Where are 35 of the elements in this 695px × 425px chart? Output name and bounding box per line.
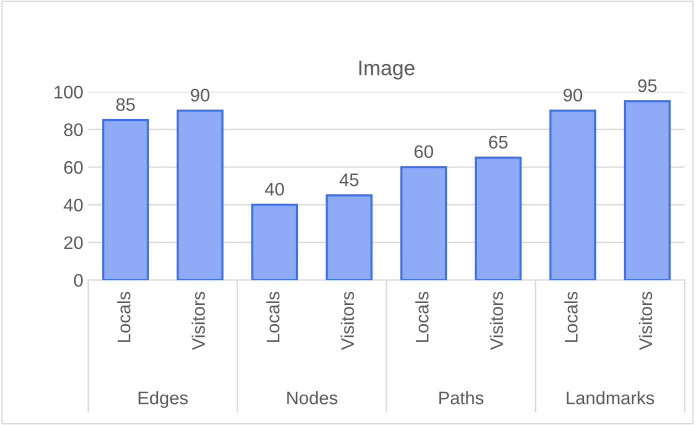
x-tick-label: Visitors bbox=[192, 292, 205, 350]
bar bbox=[102, 118, 149, 280]
text: Landmarks bbox=[566, 391, 654, 404]
data-label: 45 bbox=[340, 174, 358, 186]
x-tick-label: Visitors bbox=[638, 292, 652, 350]
y-tick-label: 0 bbox=[74, 274, 83, 287]
text: Nodes bbox=[287, 391, 338, 404]
data-label: 60 bbox=[414, 145, 434, 158]
text: Paths bbox=[439, 391, 484, 404]
text: Edges bbox=[138, 391, 188, 408]
bar bbox=[474, 156, 522, 280]
bar bbox=[400, 166, 448, 280]
data-label: 95 bbox=[638, 79, 657, 92]
x-tick-label: Locals bbox=[564, 292, 578, 342]
y-tick-label: 40 bbox=[64, 198, 83, 212]
x-tick-label: Locals bbox=[266, 292, 280, 342]
x-tick-label: Visitors bbox=[490, 292, 504, 350]
chart-title: Image bbox=[359, 60, 414, 80]
bar bbox=[326, 194, 373, 280]
bar bbox=[251, 204, 298, 280]
y-tick-label: 100 bbox=[54, 86, 83, 99]
x-tick-label: Locals bbox=[117, 292, 130, 342]
bar bbox=[549, 110, 596, 280]
bar bbox=[176, 110, 224, 280]
y-tick-label: 80 bbox=[64, 123, 83, 136]
data-label: 90 bbox=[564, 88, 582, 102]
y-tick-label: 20 bbox=[64, 236, 83, 250]
data-label: 65 bbox=[489, 136, 508, 149]
x-tick-label: Locals bbox=[415, 292, 429, 342]
x-tick-label: Visitors bbox=[340, 292, 354, 350]
data-label: 90 bbox=[190, 88, 210, 102]
data-label: 40 bbox=[264, 182, 284, 196]
data-label: 85 bbox=[116, 98, 135, 111]
y-tick-label: 60 bbox=[64, 161, 83, 174]
bar bbox=[624, 100, 671, 280]
